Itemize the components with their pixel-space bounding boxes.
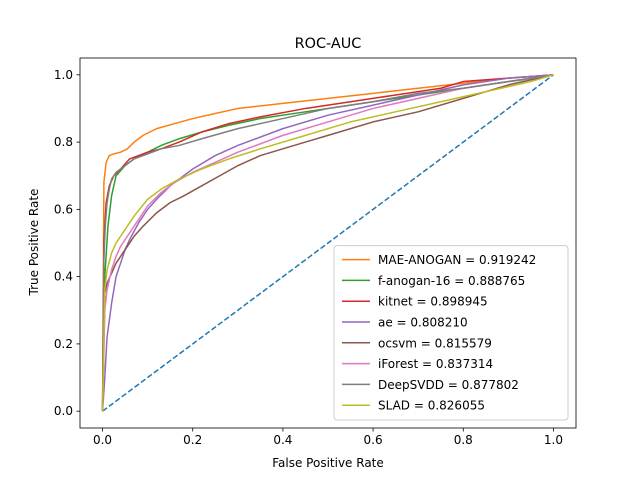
x-axis-label: False Positive Rate [272, 456, 384, 470]
x-tick-label-0: 0.0 [93, 433, 112, 447]
legend-box [333, 245, 569, 421]
y-tick-label-5: 1.0 [54, 68, 73, 82]
legend-label-6: DeepSVDD = 0.877802 [378, 378, 519, 392]
legend-label-3: ae = 0.808210 [378, 316, 468, 330]
diagonal-reference-line [102, 74, 554, 412]
series-line-6 [101, 74, 554, 412]
series-line-7 [101, 74, 554, 412]
x-tick-label-4: 0.8 [454, 433, 473, 447]
x-tick-label-5: 1.0 [544, 433, 563, 447]
legend-label-4: ocsvm = 0.815579 [378, 336, 492, 350]
plot-area: 0.0 0.2 0.4 0.6 0.8 1.0 0.0 0.2 0.4 0.6 0.8 1.0 MAE-… [54, 57, 577, 447]
y-tick-label-0: 0.0 [54, 404, 73, 418]
legend-label-2: kitnet = 0.898945 [378, 295, 488, 309]
legend-label-1: f-anogan-16 = 0.888765 [378, 274, 525, 288]
y-tick-label-3: 0.6 [54, 202, 73, 216]
series-line-3 [101, 74, 554, 412]
x-tick-label-1: 0.2 [183, 433, 202, 447]
series-line-4 [101, 74, 554, 412]
y-tick-label-2: 0.4 [54, 270, 73, 284]
legend-label-7: SLAD = 0.826055 [378, 399, 485, 413]
legend-label-0: MAE-ANOGAN = 0.919242 [378, 253, 536, 267]
y-tick-label-4: 0.8 [54, 135, 73, 149]
chart-title: ROC-AUC [295, 36, 362, 52]
series-line-1 [101, 74, 554, 412]
axes-frame [79, 57, 577, 429]
y-axis-label: True Positive Rate [27, 189, 41, 297]
y-tick-label-1: 0.2 [54, 337, 73, 351]
x-tick-label-2: 0.4 [273, 433, 292, 447]
legend-label-5: iForest = 0.837314 [378, 357, 493, 371]
x-tick-label-3: 0.6 [364, 433, 383, 447]
series-line-0 [101, 74, 554, 412]
